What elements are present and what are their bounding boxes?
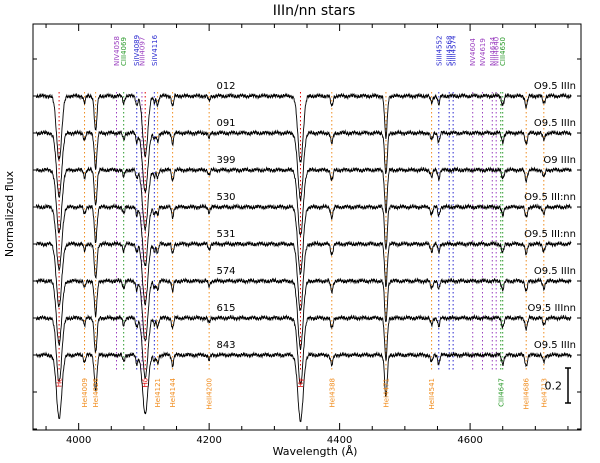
x-axis: 4000 4200 4400 4600 0.2 <box>33 24 581 446</box>
spectral-type-label: O9 IIIn <box>543 155 576 166</box>
series-name-label: 843 <box>216 340 235 351</box>
top-marker-label: SiIII4574 <box>450 35 458 66</box>
x-tick-label: 4600 <box>457 435 482 446</box>
bottom-marker-label: HeI4026 <box>92 377 100 407</box>
bottom-marker-label: HeII4686 <box>523 377 531 409</box>
top-marker-label: NIII4640 <box>493 37 501 66</box>
bottom-marker-label: CIII4647 <box>497 378 505 407</box>
spectrum-line <box>35 129 572 202</box>
bottom-marker-label: Hγ <box>297 378 305 387</box>
scale-bar-label: 0.2 <box>545 380 563 393</box>
top-marker-label: SiIV4116 <box>151 34 159 66</box>
top-marker-label: NV4604 <box>469 38 477 66</box>
spectral-type-label: O9.5 IIIn <box>534 81 576 92</box>
series-name-label: 530 <box>216 192 235 203</box>
top-marker-label: SiIII4552 <box>435 36 443 66</box>
top-marker-label: CIII4069 <box>120 37 128 66</box>
spectrum-line <box>35 203 572 276</box>
top-marker-label: NIII4097 <box>138 37 146 66</box>
spectrum-line <box>36 166 572 236</box>
spectral-type-label: O9.5 IIIn <box>534 266 576 277</box>
spectrum-line <box>36 351 572 423</box>
top-marker-label: SiIV4089 <box>133 35 141 66</box>
top-marker-label: NV4619 <box>479 38 487 66</box>
spectrum-line <box>35 92 572 163</box>
spectrum-line <box>35 313 572 386</box>
bottom-marker-label: HeI4121 <box>154 378 162 407</box>
spectral-type-label: O9.5 IIIn <box>534 118 576 129</box>
chart-title: IIIn/nn stars <box>273 3 356 19</box>
bottom-marker-label: HeII4541 <box>428 378 436 410</box>
spectral-type-label: O9.5 III:nn <box>524 229 576 240</box>
bottom-marker-label: Hδ <box>142 378 150 388</box>
x-axis-label: Wavelength (Å) <box>273 445 358 458</box>
spectrum-line <box>35 240 572 312</box>
bottom-marker-label: HeI4009 <box>81 378 89 407</box>
spectral-type-label: O9.5 III:nn <box>524 192 576 203</box>
bottom-marker-label: HeI4713 <box>540 378 548 407</box>
bottom-marker-label: HeII4200 <box>206 378 214 410</box>
spectral-type-label: O9.5 IIIn <box>534 340 576 351</box>
x-tick-label: 4400 <box>327 435 352 446</box>
series-name-label: 091 <box>216 118 235 129</box>
x-tick-label: 4200 <box>196 435 221 446</box>
series-name-label: 615 <box>216 303 235 314</box>
top-marker-label: NIII4634 <box>489 36 497 66</box>
top-marker-label: NIV4058 <box>113 36 121 66</box>
bottom-marker-label: HeI4388 <box>328 378 336 407</box>
marker-lines <box>58 92 545 372</box>
series-name-label: 574 <box>216 266 235 277</box>
spectrum-line <box>35 277 572 350</box>
x-tick-label: 4000 <box>66 435 91 446</box>
bottom-marker-label: Hε <box>56 378 64 387</box>
bottom-marker-label: HeI4471 <box>382 378 390 407</box>
series-name-label: 012 <box>216 81 235 92</box>
spectra <box>35 92 572 423</box>
series-name-label: 399 <box>216 155 235 166</box>
bottom-marker-label: HeI4144 <box>169 377 177 407</box>
top-marker-label: CIII4650 <box>499 37 507 66</box>
spectral-type-label: O9.5 IIInn <box>528 303 576 314</box>
series-name-label: 531 <box>216 229 235 240</box>
top-marker-label: SiIII4568 <box>446 36 454 66</box>
y-axis-label: Normalized flux <box>3 170 16 257</box>
